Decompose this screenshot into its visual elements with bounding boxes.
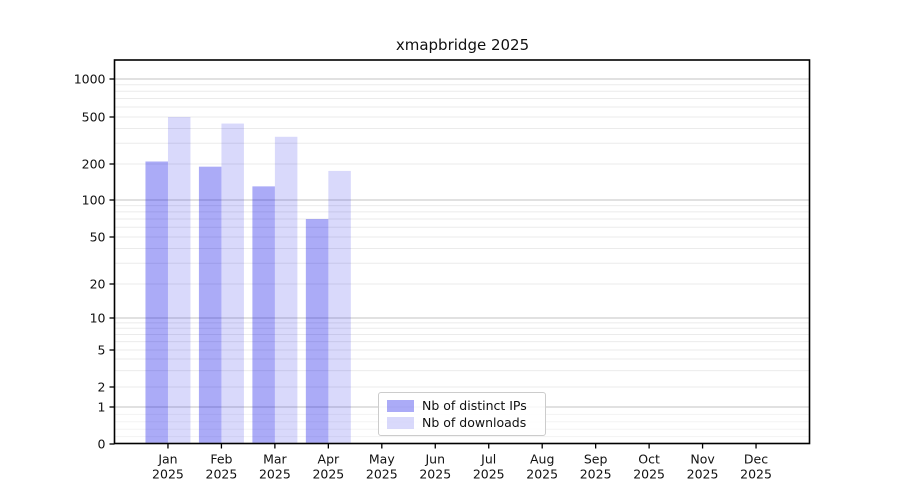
y-tick-label: 0 [98,436,106,451]
y-tick-label: 50 [90,229,106,244]
x-tick-label-year: 2025 [366,467,398,482]
x-tick-label-month: Jun [425,452,446,467]
x-tick-label-month: Feb [210,452,232,467]
legend-entry-downloads: Nb of downloads [387,415,537,430]
y-tick-label: 20 [90,276,106,291]
y-tick-label: 200 [82,156,106,171]
bar-distinct-ips-jan [145,161,168,443]
legend: Nb of distinct IPs Nb of downloads [378,392,546,436]
legend-swatch-distinct-ips [387,399,414,412]
x-tick-label-year: 2025 [687,467,719,482]
x-tick-label-month: Oct [638,452,660,467]
x-tick-label-year: 2025 [152,467,184,482]
y-tick-label: 1 [98,399,106,414]
x-tick-label-month: Nov [690,452,715,467]
bar-downloads-mar [274,136,298,443]
plot-border [113,59,811,445]
y-tick-label: 2 [98,379,106,394]
y-tick-label: 500 [82,109,106,124]
legend-entry-distinct-ips: Nb of distinct IPs [387,398,537,413]
x-tick-label-year: 2025 [312,467,344,482]
x-tick-label-year: 2025 [633,467,665,482]
y-tick-label: 100 [82,192,106,207]
x-tick-label-month: Apr [318,452,340,467]
x-tick-label-year: 2025 [419,467,451,482]
bar-downloads-jan [167,117,191,443]
x-tick-label-year: 2025 [473,467,505,482]
x-tick-label-month: Mar [263,452,287,467]
legend-label-downloads: Nb of downloads [422,415,527,430]
x-tick-label-year: 2025 [580,467,612,482]
legend-swatch-downloads [387,416,414,429]
x-tick-label-month: Jul [480,452,496,467]
bar-distinct-ips-apr [305,219,329,443]
x-tick-label-year: 2025 [259,467,291,482]
x-tick-label-month: Jan [157,452,177,467]
bar-distinct-ips-feb [198,166,222,443]
x-tick-label-month: May [369,452,395,467]
x-tick-label-month: Dec [744,452,768,467]
y-tick-label: 1000 [74,71,106,86]
legend-label-distinct-ips: Nb of distinct IPs [422,398,527,413]
bar-downloads-apr [328,170,351,443]
x-tick-label-month: Sep [584,452,608,467]
y-tick-label: 5 [98,342,106,357]
bar-distinct-ips-mar [252,186,275,443]
y-tick-label: 10 [90,310,106,325]
x-tick-label-year: 2025 [740,467,772,482]
x-tick-label-year: 2025 [526,467,558,482]
x-tick-label-year: 2025 [206,467,238,482]
x-tick-label-month: Aug [530,452,554,467]
bar-downloads-feb [221,123,244,443]
chart-title: xmapbridge 2025 [395,36,530,54]
